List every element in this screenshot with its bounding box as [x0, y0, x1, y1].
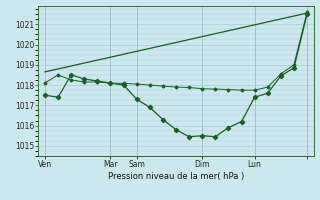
X-axis label: Pression niveau de la mer( hPa ): Pression niveau de la mer( hPa ): [108, 172, 244, 181]
